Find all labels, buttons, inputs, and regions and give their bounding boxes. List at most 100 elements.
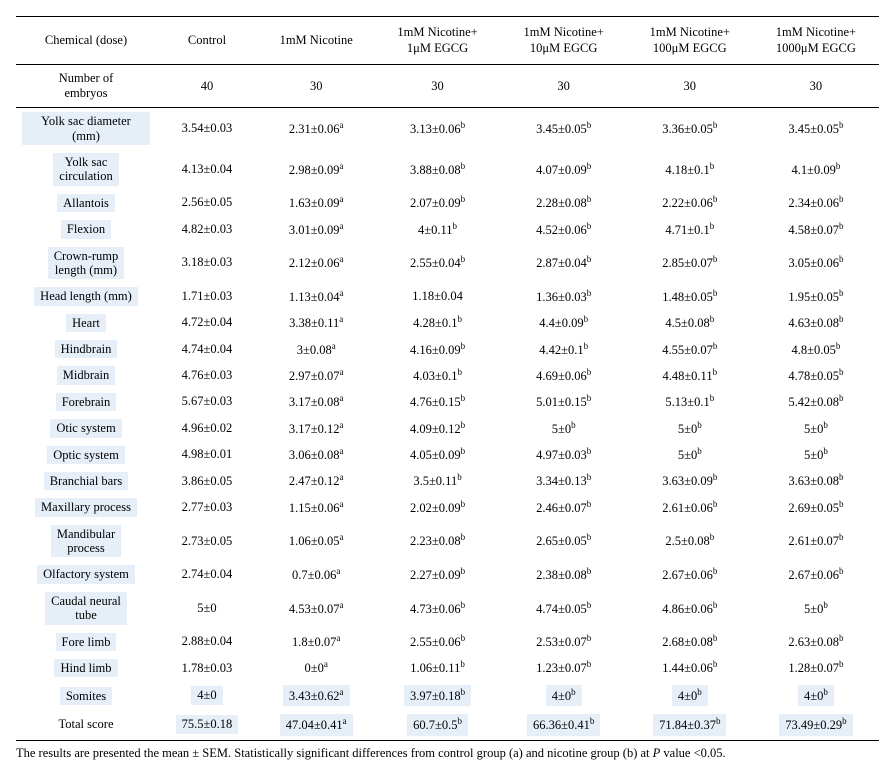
row-label-cell: Midbrain — [16, 362, 156, 388]
table-row: Branchial bars3.86±0.052.47±0.12a3.5±0.1… — [16, 468, 879, 494]
cell: 4.28±0.1b — [374, 310, 500, 336]
cell: 2.88±0.04 — [156, 629, 258, 655]
cell: 5±0b — [753, 588, 879, 629]
cell: 75.5±0.18 — [156, 710, 258, 740]
cell: 2.68±0.08b — [627, 629, 753, 655]
table-row: Yolk sac diameter (mm)3.54±0.032.31±0.06… — [16, 108, 879, 149]
cell: 3.17±0.12a — [258, 415, 375, 441]
row-label-cell: Fore limb — [16, 629, 156, 655]
cell: 5.01±0.15b — [501, 389, 627, 415]
cell: 3.17±0.08a — [258, 389, 375, 415]
table-row: Caudal neuraltube5±04.53±0.07a4.73±0.06b… — [16, 588, 879, 629]
cell: 5±0 — [156, 588, 258, 629]
cell: 4.86±0.06b — [627, 588, 753, 629]
cell: 1.06±0.05a — [258, 521, 375, 562]
cell: 71.84±0.37b — [627, 710, 753, 740]
cell: 4.42±0.1b — [501, 336, 627, 362]
cell: 3.43±0.62a — [258, 681, 375, 710]
cell: 47.04±0.41a — [258, 710, 375, 740]
row-label: Hind limb — [54, 659, 117, 677]
cell: 4.03±0.1b — [374, 362, 500, 388]
cell: 1.13±0.04a — [258, 283, 375, 309]
cell-value: 3.97±0.18b — [404, 685, 471, 706]
table-row: Head length (mm)1.71±0.031.13±0.04a1.18±… — [16, 283, 879, 309]
cell: 4.97±0.03b — [501, 442, 627, 468]
cell: 30 — [258, 65, 375, 108]
header-row: Chemical (dose) Control 1mM Nicotine 1mM… — [16, 17, 879, 65]
cell: 4.05±0.09b — [374, 442, 500, 468]
cell: 3±0.08a — [258, 336, 375, 362]
cell: 4.74±0.04 — [156, 336, 258, 362]
row-label: Somites — [60, 687, 112, 705]
table-row: Forebrain5.67±0.033.17±0.08a4.76±0.15b5.… — [16, 389, 879, 415]
cell: 2.65±0.05b — [501, 521, 627, 562]
cell: 73.49±0.29b — [753, 710, 879, 740]
row-label: Total score — [52, 715, 119, 733]
cell-value: 4±0b — [672, 685, 708, 706]
cell: 3.01±0.09a — [258, 216, 375, 242]
cell: 4±0.11b — [374, 216, 500, 242]
cell: 5±0b — [753, 415, 879, 441]
table-row: Flexion4.82±0.033.01±0.09a4±0.11b4.52±0.… — [16, 216, 879, 242]
row-label-cell: Hindbrain — [16, 336, 156, 362]
cell: 1.71±0.03 — [156, 283, 258, 309]
row-label-cell: Caudal neuraltube — [16, 588, 156, 629]
cell: 3.06±0.08a — [258, 442, 375, 468]
cell: 30 — [374, 65, 500, 108]
cell: 5.13±0.1b — [627, 389, 753, 415]
table-row: Olfactory system2.74±0.040.7±0.06a2.27±0… — [16, 561, 879, 587]
row-label-cell: Allantois — [16, 190, 156, 216]
table-row: Yolk saccirculation4.13±0.042.98±0.09a3.… — [16, 149, 879, 190]
cell: 4.74±0.05b — [501, 588, 627, 629]
cell: 4.76±0.15b — [374, 389, 500, 415]
cell-value: 4±0b — [798, 685, 834, 706]
row-label-cell: Yolk sac diameter (mm) — [16, 108, 156, 149]
row-label-cell: Total score — [16, 710, 156, 740]
table-row: Allantois2.56±0.051.63±0.09a2.07±0.09b2.… — [16, 190, 879, 216]
cell: 2.23±0.08b — [374, 521, 500, 562]
cell: 3.38±0.11a — [258, 310, 375, 336]
cell: 40 — [156, 65, 258, 108]
row-label: Heart — [66, 314, 106, 332]
row-label: Mandibularprocess — [51, 525, 121, 558]
cell: 4.07±0.09b — [501, 149, 627, 190]
cell: 2.56±0.05 — [156, 190, 258, 216]
cell: 4.18±0.1b — [627, 149, 753, 190]
row-label-cell: Maxillary process — [16, 494, 156, 520]
row-label: Head length (mm) — [34, 287, 138, 305]
row-label: Caudal neuraltube — [45, 592, 127, 625]
row-label-cell: Heart — [16, 310, 156, 336]
cell: 1.63±0.09a — [258, 190, 375, 216]
row-label: Yolk saccirculation — [53, 153, 118, 186]
cell: 5±0b — [753, 442, 879, 468]
cell: 1.48±0.05b — [627, 283, 753, 309]
row-label-cell: Somites — [16, 681, 156, 710]
cell: 2.53±0.07b — [501, 629, 627, 655]
row-label-cell: Otic system — [16, 415, 156, 441]
col-header: 1mM Nicotine+10μM EGCG — [501, 17, 627, 65]
row-label: Otic system — [50, 419, 121, 437]
cell: 2.85±0.07b — [627, 243, 753, 284]
cell-value: 66.36±0.41b — [527, 714, 600, 735]
col-header: 1mM Nicotine+1μM EGCG — [374, 17, 500, 65]
cell: 4.76±0.03 — [156, 362, 258, 388]
cell: 2.12±0.06a — [258, 243, 375, 284]
cell: 2.5±0.08b — [627, 521, 753, 562]
cell: 2.55±0.04b — [374, 243, 500, 284]
cell: 2.31±0.06a — [258, 108, 375, 149]
row-label: Optic system — [47, 446, 125, 464]
row-label-cell: Hind limb — [16, 655, 156, 681]
cell: 4.96±0.02 — [156, 415, 258, 441]
cell: 4.13±0.04 — [156, 149, 258, 190]
table-body: Number ofembryos403030303030Yolk sac dia… — [16, 65, 879, 740]
cell: 2.28±0.08b — [501, 190, 627, 216]
cell: 3.13±0.06b — [374, 108, 500, 149]
col-header: 1mM Nicotine+100μM EGCG — [627, 17, 753, 65]
cell: 2.46±0.07b — [501, 494, 627, 520]
cell: 3.05±0.06b — [753, 243, 879, 284]
cell: 2.61±0.06b — [627, 494, 753, 520]
cell-value: 73.49±0.29b — [779, 714, 852, 735]
cell: 2.73±0.05 — [156, 521, 258, 562]
row-label-cell: Flexion — [16, 216, 156, 242]
cell: 2.67±0.06b — [627, 561, 753, 587]
